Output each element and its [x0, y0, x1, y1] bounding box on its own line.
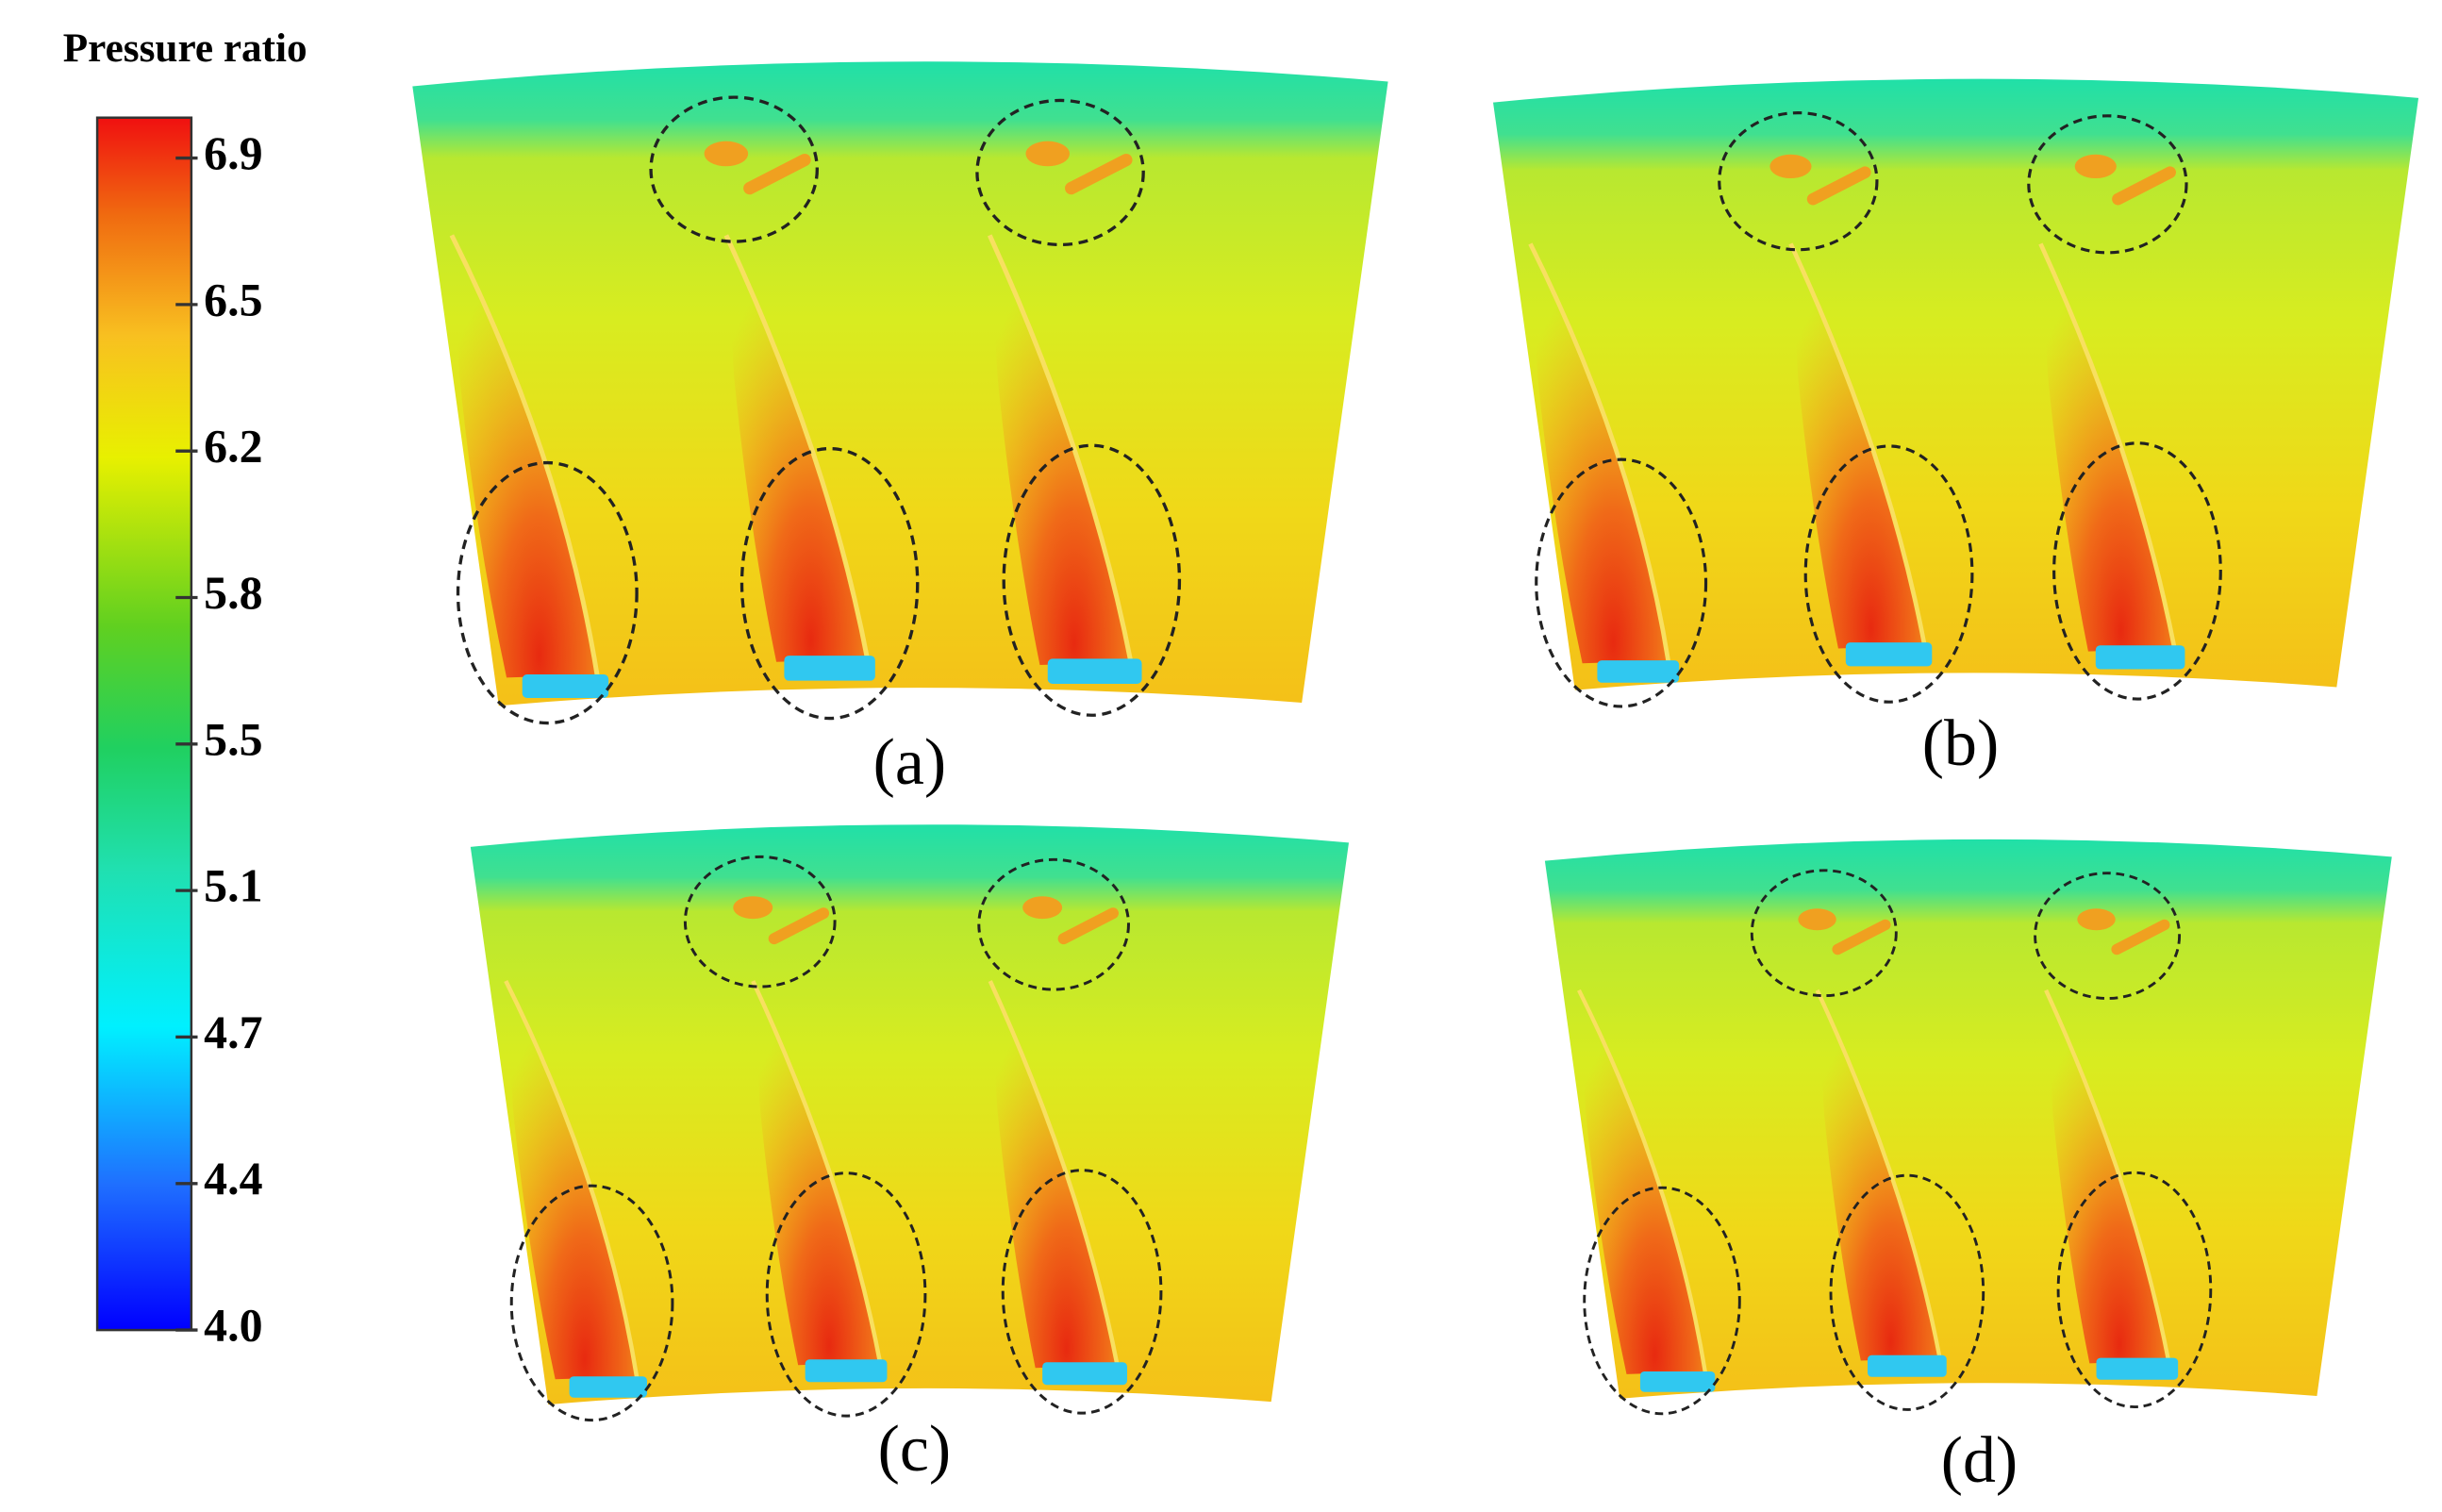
panel-label: (c)	[878, 1413, 952, 1486]
colorbar	[95, 116, 193, 1332]
panel-label: (b)	[1922, 707, 1999, 780]
tick-label: 5.1	[204, 860, 262, 912]
panel-label: (a)	[873, 726, 947, 799]
tick-label: 4.7	[204, 1006, 262, 1058]
contour-panel	[1493, 79, 2418, 706]
tick-label: 6.5	[204, 274, 262, 325]
contour-panel	[412, 61, 1387, 723]
tick-label: 4.0	[204, 1300, 262, 1352]
colorbar-ticks: 4.0 4.4 4.7 5.1 5.5 5.8 6.2 6.5 6.9	[175, 127, 263, 1352]
contour-panel	[471, 824, 1349, 1420]
tick-label: 5.5	[204, 713, 262, 765]
panel-label: (d)	[1941, 1424, 2018, 1497]
colorbar-title: Pressure ratio	[63, 25, 307, 71]
tick-label: 4.4	[204, 1153, 262, 1205]
contour-panel	[1545, 839, 2392, 1414]
tick-label: 6.2	[204, 421, 262, 473]
tick-label: 5.8	[204, 567, 262, 619]
tick-label: 6.9	[204, 127, 262, 179]
